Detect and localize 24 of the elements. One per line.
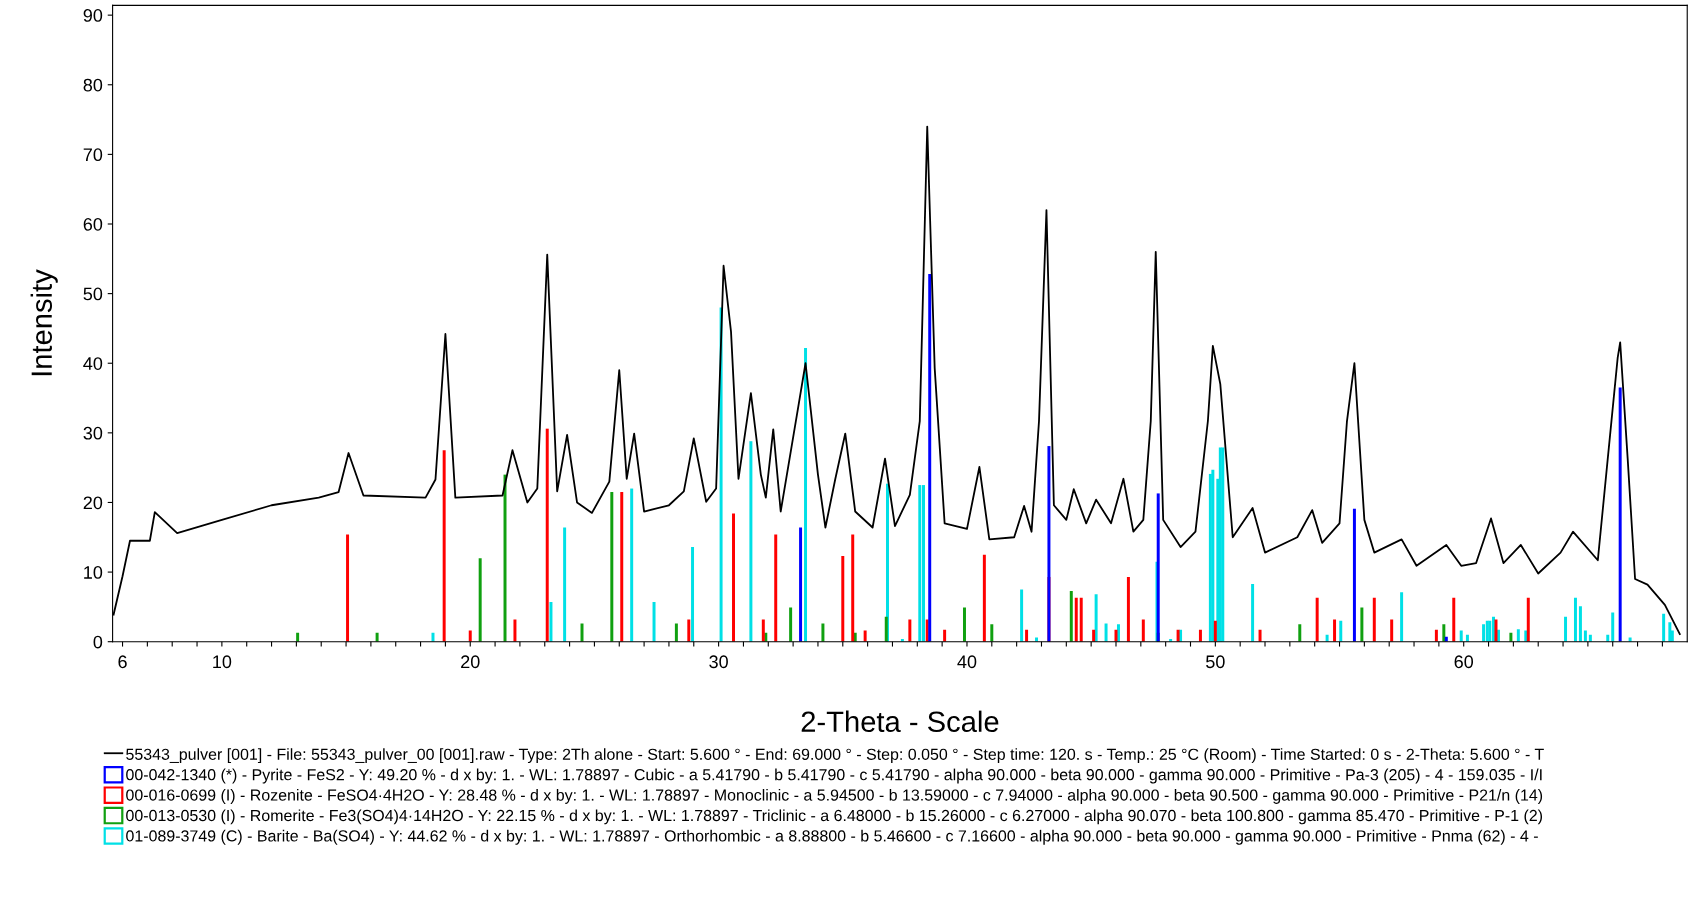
legend-label: 01-089-3749 (C) - Barite - Ba(SO4) - Y: 44.62 % - d x by: 1. - WL: 1.78897 - Orthorhombic - a 8.88800 - b 5.46600 - c 7.16600 - alpha 90.000 - beta 90.000 - gamma 90.000 - Primitive - Pnma (62) - 4 -	[126, 829, 1538, 845]
legend-label: 55343_pulver [001] - File: 55343_pulver_00 [001].raw - Type: 2Th alone - Start: 5.600 ° - End: 69.000 ° - Step: 0.050 ° - Step time: 120. s - Temp.: 25 °C (Room) - Time Started: 0 s - 2-Theta: 5.600 ° - T	[126, 748, 1544, 764]
legend-label: 00-016-0699 (I) - Rozenite - FeSO4·4H2O - Y: 28.48 % - d x by: 1. - WL: 1.78897 - Monoclinic - a 5.94500 - b 13.59000 - c 7.94000 - alpha 90.000 - beta 90.500 - gamma 90.000 - Primitive - P21/n (14)	[126, 789, 1543, 804]
y-tick-label: 50	[83, 287, 103, 301]
x-tick-label: 40	[957, 655, 977, 669]
y-tick-label: 0	[93, 635, 103, 649]
x-tick-label: 6	[118, 655, 127, 669]
x-axis-title: 2-Theta - Scale	[801, 710, 999, 733]
x-tick-label: 60	[1454, 655, 1474, 669]
y-tick-label: 40	[83, 357, 103, 370]
y-tick-label: 60	[83, 217, 103, 231]
y-tick-label: 10	[84, 566, 103, 579]
y-tick-label: 20	[83, 496, 103, 510]
legend-label: 00-013-0530 (I) - Romerite - Fe3(SO4)4·14H2O - Y: 22.15 % - d x by: 1. - WL: 1.78897 - Triclinic - a 6.48000 - b 15.26000 - c 6.27000 - alpha 90.070 - beta 100.800 - gamma 85.470 - Primitive - P-1 (2)	[126, 809, 1543, 825]
y-tick-label: 70	[83, 148, 103, 162]
x-tick-label: 50	[1206, 655, 1225, 669]
y-tick-label: 30	[83, 426, 103, 440]
x-tick-label: 10	[213, 655, 232, 669]
y-tick-label: 90	[83, 9, 103, 22]
y-axis-title: Intensity	[30, 269, 58, 376]
x-tick-label: 30	[709, 655, 728, 669]
legend-label: 00-042-1340 (*) - Pyrite - FeS2 - Y: 49.20 % - d x by: 1. - WL: 1.78897 - Cubic - a 5.41790 - b 5.41790 - c 5.41790 - alpha 90.000 - beta 90.000 - gamma 90.000 - Primitive - Pa-3 (205) - 4 - 159.035 - I/I	[126, 768, 1542, 784]
x-tick-label: 20	[461, 655, 480, 669]
y-tick-label: 80	[83, 78, 103, 92]
